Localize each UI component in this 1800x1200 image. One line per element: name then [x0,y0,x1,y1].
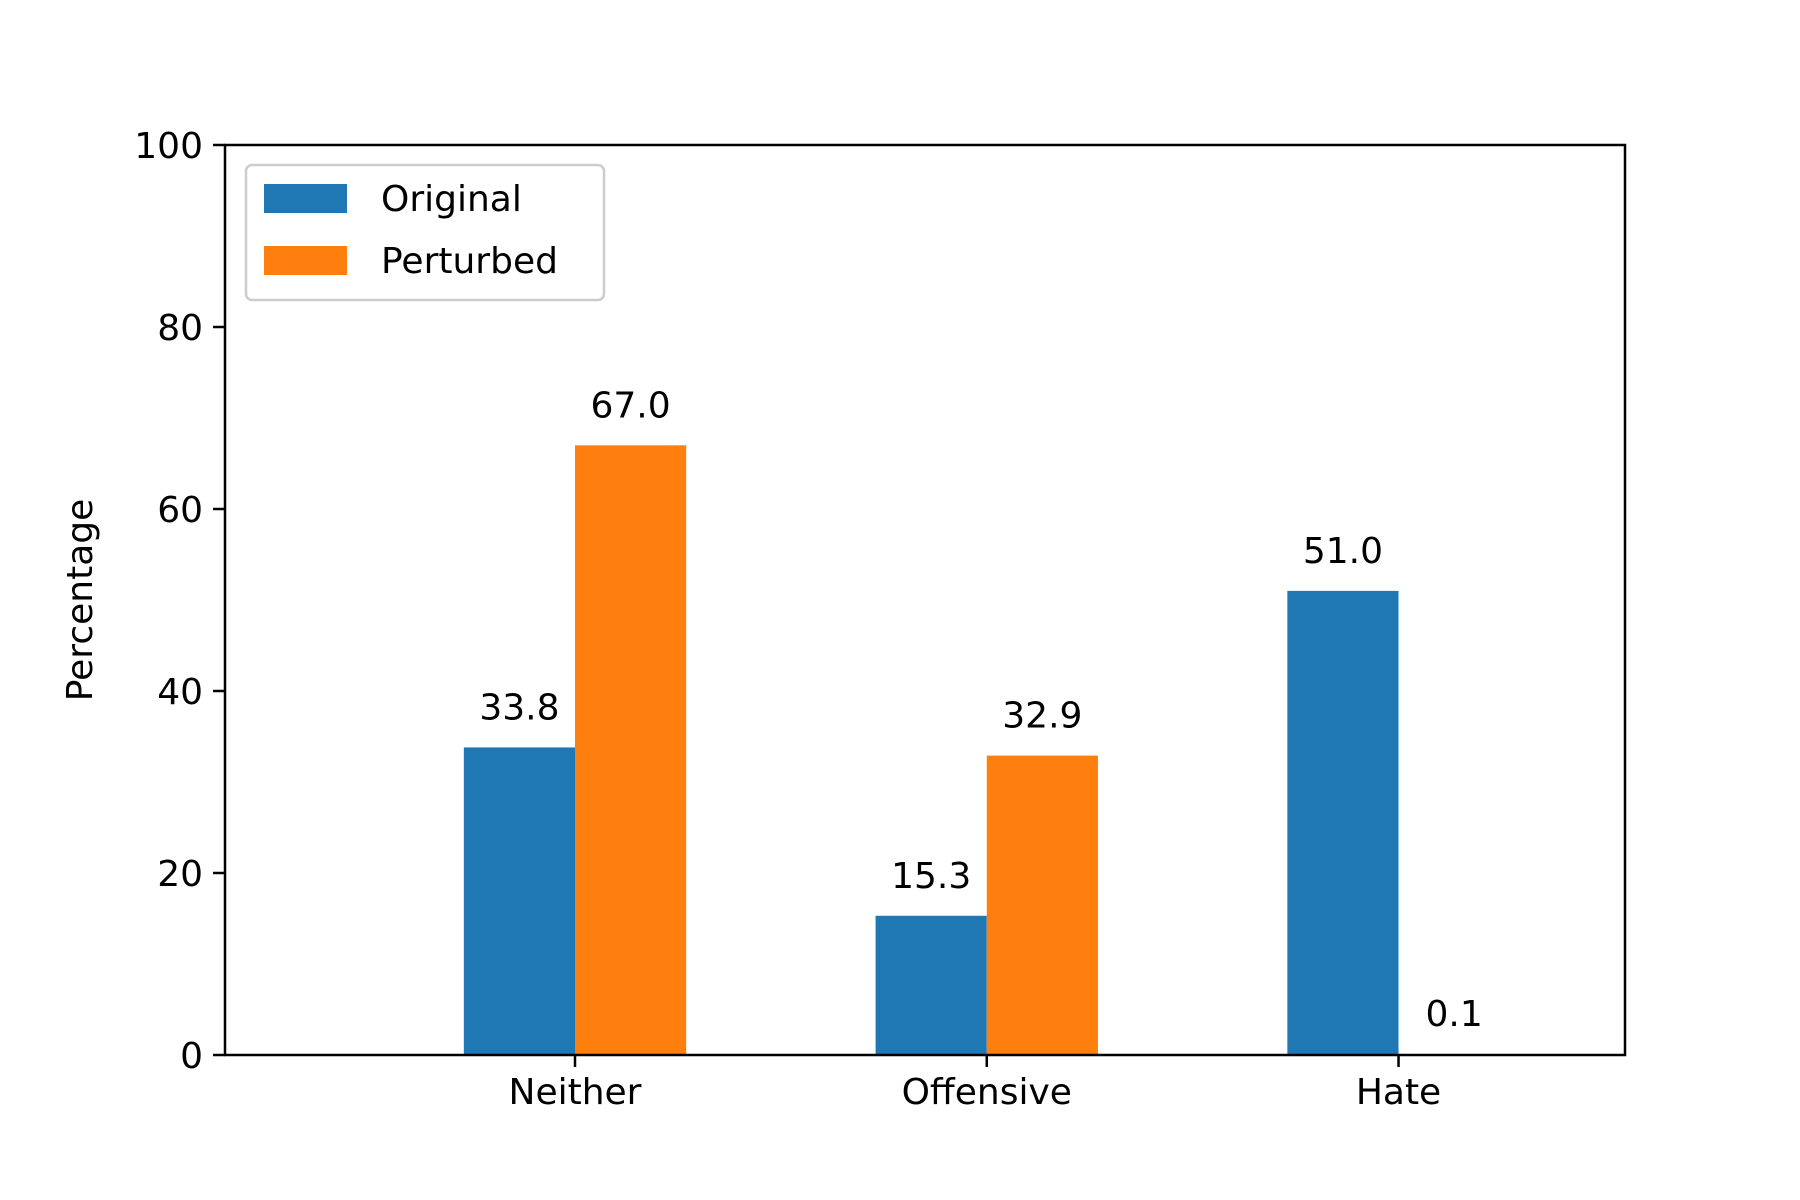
legend-label-original: Original [381,179,522,220]
y-tick-label-40: 40 [157,672,203,713]
data-label-perturbed-hate: 0.1 [1425,994,1482,1035]
x-tick-label-hate: Hate [1356,1072,1441,1113]
bar-original-neither [463,747,575,1055]
legend: Original Perturbed [244,163,606,302]
bar-perturbed-offensive [986,755,1098,1055]
data-label-original-hate: 51.0 [1303,531,1383,572]
bars-group [463,445,1510,1055]
y-tick-label-0: 0 [180,1036,203,1077]
y-tick-label-20: 20 [157,854,203,895]
legend-label-perturbed: Perturbed [381,241,558,282]
bar-perturbed-neither [575,445,687,1055]
y-tick-label-60: 60 [157,490,203,531]
y-axis-ticks: 0 20 40 60 80 100 [134,126,225,1077]
data-label-perturbed-offensive: 32.9 [1002,696,1082,737]
x-tick-label-offensive: Offensive [902,1072,1072,1113]
y-tick-label-100: 100 [134,126,203,167]
data-label-perturbed-neither: 67.0 [591,385,671,426]
bar-original-offensive [875,915,987,1055]
bar-original-hate [1287,590,1399,1055]
y-axis-label: Percentage [60,499,101,702]
data-label-original-neither: 33.8 [479,687,559,728]
plot-frame [223,143,1627,1057]
data-label-original-offensive: 15.3 [891,856,971,897]
legend-swatch-perturbed [264,246,347,275]
y-tick-label-80: 80 [157,308,203,349]
legend-swatch-original [264,184,347,213]
x-axis-ticks: Neither Offensive Hate [509,1055,1441,1113]
data-labels-group: 33.8 15.3 51.0 67.0 32.9 0.1 [479,385,1482,1035]
x-tick-label-neither: Neither [509,1072,642,1113]
